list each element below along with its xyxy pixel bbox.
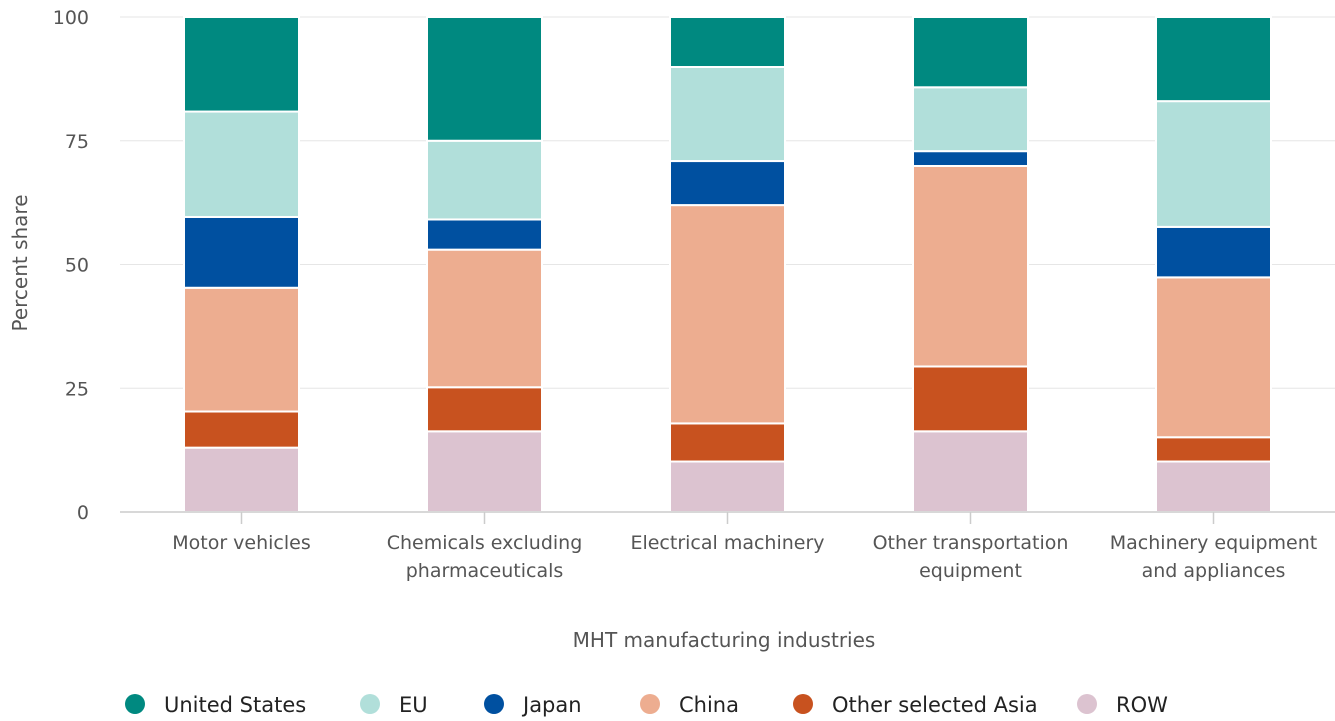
bar-segment [426, 248, 543, 389]
bar-segment [1155, 460, 1272, 514]
y-axis-title: Percent share [8, 194, 32, 331]
y-tick-label: 50 [65, 255, 89, 277]
legend-label: Japan [521, 693, 582, 717]
x-tick-label: and appliances [1142, 560, 1286, 582]
bar-segment [183, 215, 300, 289]
bar-segment [912, 430, 1029, 513]
bar-segment [183, 16, 300, 113]
bar-segment [426, 386, 543, 433]
legend-item[interactable]: Japan [484, 693, 582, 717]
legend-item[interactable]: Other selected Asia [793, 693, 1038, 717]
y-tick-label: 75 [65, 131, 89, 153]
bar-segment [669, 65, 786, 163]
legend-item[interactable]: ROW [1077, 693, 1168, 717]
bar-segment [426, 218, 543, 251]
x-tick-label: Electrical machinery [630, 532, 824, 554]
bar-segment [426, 430, 543, 513]
bar-segment [1155, 100, 1272, 228]
legend-marker [1077, 694, 1097, 714]
bars [183, 16, 1272, 514]
y-axis-ticks: 0 25 50 75 100 [53, 7, 89, 524]
legend-label: EU [399, 693, 428, 717]
x-tick-label: pharmaceuticals [406, 560, 564, 582]
legend-item[interactable]: EU [360, 693, 428, 717]
bar-segment [669, 16, 786, 68]
bar-segment [426, 16, 543, 142]
bar-segment [912, 164, 1029, 368]
bar-segment [669, 460, 786, 514]
x-tick-label: Machinery equipment [1110, 532, 1317, 554]
legend-marker [125, 694, 145, 714]
bar-segment [669, 160, 786, 207]
y-tick-label: 0 [77, 502, 89, 524]
bar-segment [669, 204, 786, 425]
bar-segment [1155, 276, 1272, 439]
legend-marker [360, 694, 380, 714]
bar-segment [183, 286, 300, 413]
bar-segment [426, 139, 543, 221]
legend: United States EU Japan China Other selected … [125, 693, 1168, 717]
x-tick-label: Other transportation [873, 532, 1069, 554]
legend-label: United States [164, 693, 306, 717]
bar-segment [912, 150, 1029, 167]
x-tick-label: Chemicals excluding [387, 532, 583, 554]
legend-marker [484, 694, 504, 714]
bar-segment [912, 86, 1029, 153]
bar-segment [912, 16, 1029, 89]
y-tick-label: 25 [65, 378, 89, 400]
legend-label: China [679, 693, 739, 717]
bar-segment [183, 410, 300, 449]
x-axis: Motor vehicles Chemicals excluding pharmac… [120, 511, 1335, 582]
x-tick-label: equipment [919, 560, 1022, 582]
legend-item[interactable]: China [640, 693, 739, 717]
bar-segment [669, 422, 786, 463]
x-tick-label: Motor vehicles [172, 532, 311, 554]
x-axis-title: MHT manufacturing industries [573, 628, 876, 652]
legend-item[interactable]: United States [125, 693, 306, 717]
bar-segment [1155, 16, 1272, 103]
y-tick-label: 100 [53, 7, 89, 29]
legend-label: Other selected Asia [832, 693, 1038, 717]
bar-segment [183, 110, 300, 218]
bar-segment [1155, 436, 1272, 463]
bar-segment [1155, 225, 1272, 279]
legend-marker [793, 694, 813, 714]
legend-label: ROW [1116, 693, 1168, 717]
legend-marker [640, 694, 660, 714]
bar-segment [912, 365, 1029, 433]
bar-segment [183, 446, 300, 513]
